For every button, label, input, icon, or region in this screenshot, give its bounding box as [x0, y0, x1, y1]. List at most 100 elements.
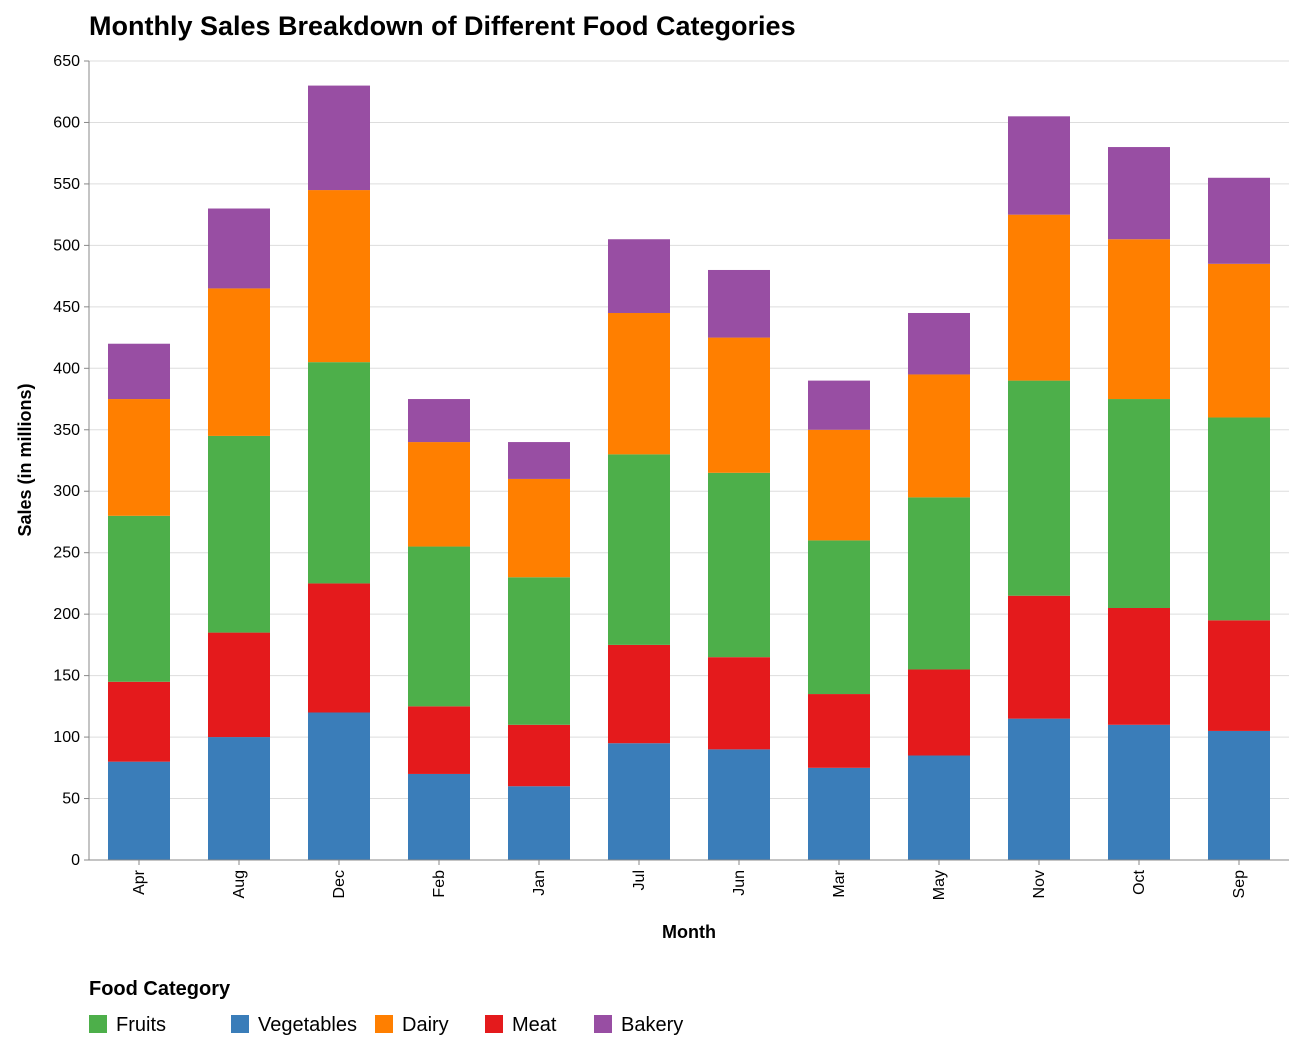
x-axis-title: Month [662, 922, 716, 942]
y-tick-label: 350 [53, 422, 80, 439]
bar-fruits-feb [408, 546, 470, 707]
bar-bakery-dec [308, 85, 370, 191]
bar-meat-mar [808, 694, 870, 768]
bar-dairy-jul [608, 312, 670, 455]
legend-swatch [231, 1015, 249, 1033]
bar-fruits-aug [208, 435, 270, 633]
bar-fruits-jun [708, 472, 770, 658]
bar-fruits-dec [308, 362, 370, 584]
x-tick-label: Jan [531, 870, 548, 896]
y-tick-label: 200 [53, 606, 80, 623]
bar-meat-jan [508, 724, 570, 787]
y-tick-label: 500 [53, 237, 80, 254]
bar-meat-jun [708, 657, 770, 750]
x-tick-label: Jul [631, 870, 648, 890]
bar-fruits-jul [608, 454, 670, 645]
bar-fruits-sep [1208, 417, 1270, 621]
legend-item-fruits: Fruits [89, 1014, 166, 1036]
y-axis-title: Sales (in millions) [15, 383, 35, 536]
bar-vegetables-aug [208, 737, 270, 860]
bar-vegetables-may [908, 755, 970, 860]
legend-item-dairy: Dairy [375, 1014, 449, 1036]
y-tick-label: 450 [53, 299, 80, 316]
gridlines [89, 60, 1289, 861]
legend-swatch [89, 1015, 107, 1033]
bar-bakery-sep [1208, 177, 1270, 264]
bar-meat-jul [608, 644, 670, 744]
bar-fruits-nov [1008, 380, 1070, 596]
bar-fruits-may [908, 497, 970, 670]
bar-dairy-mar [808, 429, 870, 541]
chart-title: Monthly Sales Breakdown of Different Foo… [89, 11, 796, 41]
legend-swatch [485, 1015, 503, 1033]
bar-meat-sep [1208, 620, 1270, 731]
x-tick-label: Oct [1131, 869, 1148, 894]
x-tick-label: Dec [331, 870, 348, 898]
legend-label: Bakery [621, 1014, 683, 1036]
bar-fruits-jan [508, 577, 570, 725]
bars [108, 85, 1270, 860]
bar-dairy-jan [508, 478, 570, 578]
bar-dairy-aug [208, 288, 270, 436]
bar-vegetables-oct [1108, 724, 1170, 860]
legend-item-vegetables: Vegetables [231, 1014, 357, 1036]
y-tick-label: 300 [53, 483, 80, 500]
bar-dairy-nov [1008, 214, 1070, 381]
y-tick-label: 50 [62, 791, 80, 808]
bar-vegetables-mar [808, 767, 870, 860]
y-tick-label: 550 [53, 176, 80, 193]
bar-dairy-apr [108, 399, 170, 516]
legend-swatch [594, 1015, 612, 1033]
bar-vegetables-apr [108, 761, 170, 860]
x-tick-label: Sep [1231, 870, 1248, 899]
bar-bakery-apr [108, 343, 170, 400]
x-tick-label: Aug [231, 870, 248, 898]
bar-fruits-oct [1108, 399, 1170, 609]
bar-vegetables-sep [1208, 730, 1270, 860]
y-tick-label: 650 [53, 53, 80, 70]
legend-label: Dairy [402, 1014, 449, 1036]
bar-bakery-jul [608, 239, 670, 313]
bar-vegetables-nov [1008, 718, 1070, 860]
y-tick-label: 400 [53, 360, 80, 377]
bar-meat-feb [408, 706, 470, 774]
bar-bakery-jan [508, 442, 570, 479]
y-tick-label: 600 [53, 114, 80, 131]
bar-bakery-feb [408, 399, 470, 443]
bar-vegetables-jun [708, 749, 770, 860]
y-tick-label: 250 [53, 545, 80, 562]
bar-bakery-jun [708, 269, 770, 338]
bar-vegetables-feb [408, 773, 470, 860]
bar-meat-apr [108, 681, 170, 762]
bar-meat-nov [1008, 595, 1070, 719]
y-tick-label: 100 [53, 729, 80, 746]
legend-item-meat: Meat [485, 1014, 557, 1036]
y-tick-label: 0 [71, 852, 80, 869]
bar-dairy-dec [308, 190, 370, 363]
x-tick-label: Nov [1031, 870, 1048, 898]
bar-bakery-mar [808, 380, 870, 430]
bar-fruits-apr [108, 515, 170, 682]
legend-label: Fruits [116, 1014, 166, 1036]
legend-label: Meat [512, 1014, 557, 1036]
legend-title: Food Category [89, 978, 231, 1000]
bar-fruits-mar [808, 540, 870, 695]
x-tick-label: May [931, 870, 948, 900]
bar-meat-oct [1108, 608, 1170, 725]
y-tick-label: 150 [53, 668, 80, 685]
bar-meat-may [908, 669, 970, 756]
legend-label: Vegetables [258, 1014, 357, 1036]
bar-dairy-jun [708, 337, 770, 473]
bar-dairy-feb [408, 442, 470, 547]
bar-dairy-may [908, 374, 970, 498]
bar-bakery-may [908, 312, 970, 375]
x-tick-label: Jun [731, 870, 748, 896]
bar-dairy-oct [1108, 239, 1170, 400]
x-tick-label: Feb [431, 870, 448, 898]
bar-dairy-sep [1208, 263, 1270, 418]
bar-bakery-nov [1008, 116, 1070, 215]
bar-vegetables-jan [508, 786, 570, 860]
x-tick-label: Apr [131, 869, 148, 895]
legend-swatch [375, 1015, 393, 1033]
